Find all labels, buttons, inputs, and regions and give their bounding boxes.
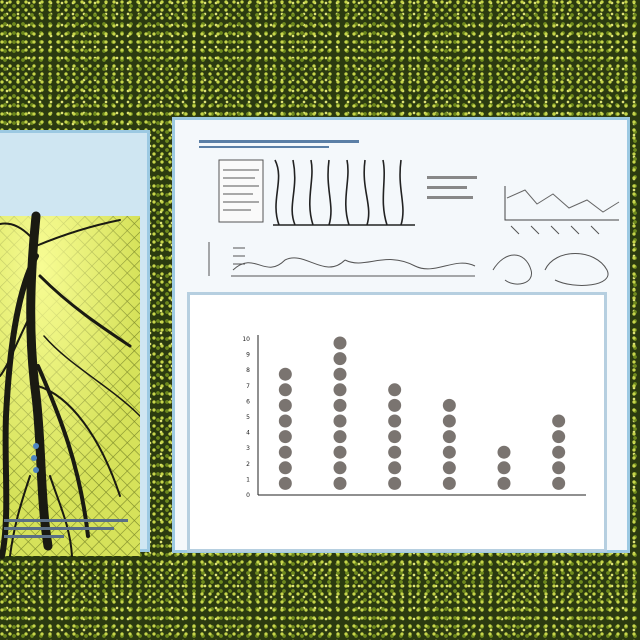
left-figure-panel <box>0 130 150 559</box>
dot-mark <box>497 445 511 459</box>
right-figure-panel: 0 1 2 3 4 5 6 7 8 9 10 <box>172 117 630 553</box>
dot-mark <box>333 383 347 397</box>
dot-mark <box>442 430 456 444</box>
y-tick-label: 3 <box>246 445 250 452</box>
dot-mark <box>388 383 402 397</box>
y-tick-label: 1 <box>246 476 250 483</box>
dot-mark <box>388 414 402 428</box>
dot-mark <box>278 476 292 490</box>
dot-mark <box>442 476 456 490</box>
dot-mark <box>552 430 566 444</box>
dot-mark <box>388 461 402 475</box>
y-tick-label: 6 <box>246 398 250 405</box>
dot-mark <box>442 414 456 428</box>
figure-caption-lines <box>4 519 128 538</box>
dot-mark <box>333 336 347 350</box>
y-tick-label: 9 <box>246 352 250 359</box>
dot-mark <box>278 445 292 459</box>
dot-mark <box>388 398 402 412</box>
dot-mark <box>497 461 511 475</box>
dot-mark <box>442 398 456 412</box>
dot-mark <box>333 445 347 459</box>
dot-mark <box>442 445 456 459</box>
y-tick-label: 2 <box>246 461 250 468</box>
dot-mark <box>333 352 347 366</box>
sketch-diagrams <box>199 140 620 286</box>
dot-mark <box>552 445 566 459</box>
dot-mark <box>333 414 347 428</box>
dot-mark <box>552 476 566 490</box>
dot-chart-card: 0 1 2 3 4 5 6 7 8 9 10 <box>187 292 607 552</box>
dot-mark <box>552 414 566 428</box>
dot-mark <box>333 476 347 490</box>
dot-mark <box>278 367 292 381</box>
dot-mark <box>388 476 402 490</box>
dot-mark <box>497 476 511 490</box>
dot-mark <box>333 367 347 381</box>
dot-mark <box>388 430 402 444</box>
root-photo <box>0 211 140 559</box>
dot-mark <box>278 398 292 412</box>
dot-mark <box>333 430 347 444</box>
dot-mark <box>552 461 566 475</box>
dot-mark <box>278 430 292 444</box>
y-tick-label: 4 <box>246 430 250 437</box>
dot-mark <box>278 383 292 397</box>
dot-mark <box>333 398 347 412</box>
y-tick-label: 8 <box>246 367 250 374</box>
dot-mark <box>442 461 456 475</box>
y-tick-label: 5 <box>246 414 250 421</box>
y-tick-label: 7 <box>246 383 250 390</box>
dot-mark <box>388 445 402 459</box>
dot-mark <box>278 414 292 428</box>
dot-mark <box>333 461 347 475</box>
y-tick-label: 0 <box>246 492 250 499</box>
dot-mark <box>278 461 292 475</box>
dot-chart: 0 1 2 3 4 5 6 7 8 9 10 <box>242 335 586 499</box>
y-tick-label: 10 <box>242 336 250 343</box>
